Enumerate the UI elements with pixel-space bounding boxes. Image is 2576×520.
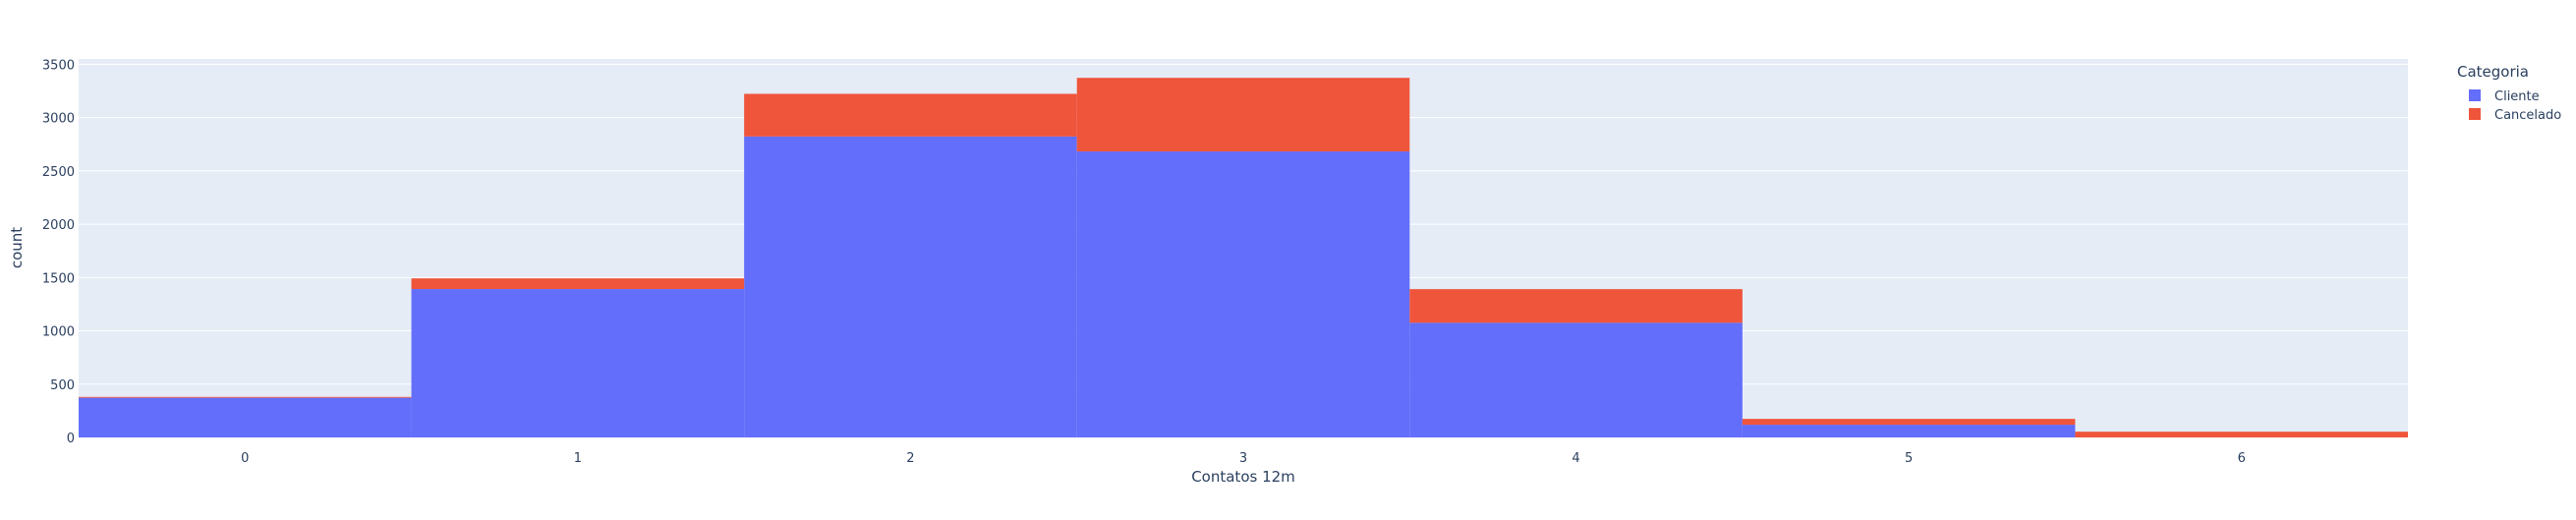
- legend: Categoria Cliente Cancelado: [2457, 63, 2561, 123]
- y-tick-label: 1000: [42, 325, 75, 340]
- y-axis-title: count: [8, 227, 26, 268]
- bars: [79, 78, 2408, 437]
- x-tick-label: 3: [1239, 451, 1247, 466]
- bar-cancelado-3: [1076, 78, 1410, 152]
- y-tick-labels: 0 500 1000 1500 2000 2500 3000 3500: [42, 58, 75, 446]
- bar-cancelado-0: [79, 396, 412, 398]
- x-axis-title: Contatos 12m: [1191, 468, 1295, 486]
- x-tick-label: 1: [574, 451, 582, 466]
- y-tick-label: 1500: [42, 271, 75, 286]
- bar-cliente-2: [744, 136, 1077, 437]
- legend-label-cliente: Cliente: [2494, 89, 2540, 104]
- x-tick-label: 2: [906, 451, 914, 466]
- y-tick-label: 500: [50, 378, 75, 393]
- legend-swatch-cancelado: [2469, 108, 2481, 120]
- x-tick-label: 5: [1905, 451, 1913, 466]
- bar-cliente-4: [1409, 322, 1743, 437]
- bar-cliente-0: [79, 397, 412, 437]
- bar-cancelado-5: [1742, 419, 2076, 426]
- legend-items: Cliente Cancelado: [2469, 89, 2561, 123]
- bar-cliente-5: [1742, 425, 2076, 437]
- x-tick-labels: 0 1 2 3 4 5 6: [241, 451, 2246, 466]
- bar-cancelado-6: [2075, 432, 2408, 437]
- bar-cliente-3: [1076, 151, 1410, 437]
- x-tick-label: 6: [2238, 451, 2246, 466]
- bar-cliente-1: [411, 289, 745, 437]
- legend-title: Categoria: [2457, 63, 2529, 81]
- y-tick-label: 0: [67, 432, 75, 446]
- y-tick-label: 2000: [42, 218, 75, 233]
- x-tick-label: 4: [1572, 451, 1579, 466]
- y-tick-label: 3000: [42, 112, 75, 127]
- y-tick-label: 2500: [42, 165, 75, 180]
- bar-cancelado-4: [1409, 289, 1743, 323]
- bar-cancelado-1: [411, 278, 745, 290]
- legend-swatch-cliente: [2469, 89, 2481, 101]
- x-tick-label: 0: [241, 451, 249, 466]
- legend-label-cancelado: Cancelado: [2494, 108, 2561, 123]
- y-tick-label: 3500: [42, 58, 75, 73]
- bar-cancelado-2: [744, 93, 1077, 137]
